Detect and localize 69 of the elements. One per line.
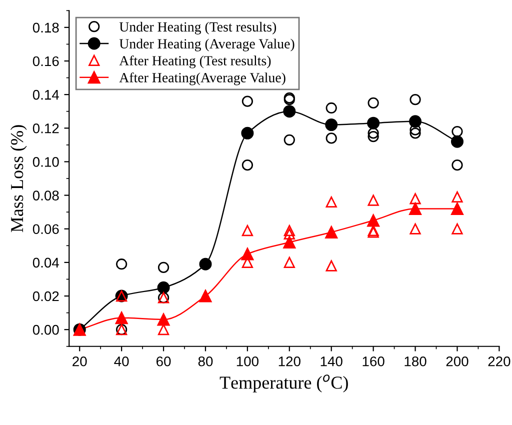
point (452, 191, 463, 203)
point (326, 132, 337, 144)
point (242, 160, 253, 171)
point (368, 97, 379, 109)
legend-label: Under Heating (Average Value) (119, 38, 294, 52)
point (368, 128, 379, 139)
point (410, 128, 421, 139)
point (326, 102, 337, 114)
x-tick-label: 200 (446, 356, 468, 366)
point (410, 223, 421, 234)
y-tick-label: 0.18 (32, 22, 59, 33)
x-tick-label: 20 (72, 356, 87, 366)
x-tick-label: 120 (278, 356, 300, 366)
point (325, 226, 338, 238)
point (115, 312, 128, 324)
x-tick-label: 140 (320, 356, 342, 366)
point (410, 193, 421, 204)
point (284, 224, 295, 236)
x-tick-label: 80 (198, 356, 213, 366)
point (157, 313, 170, 326)
point (452, 126, 463, 138)
y-tick-label: 0.02 (32, 291, 59, 302)
legend-label: After Heating (Test results) (119, 56, 271, 68)
y-tick-label: 0.10 (32, 157, 59, 167)
point (158, 324, 170, 336)
y-axis-title: Mass Loss (%) (10, 125, 27, 232)
x-tick-label: 40 (114, 356, 129, 366)
point (409, 202, 422, 215)
point (452, 160, 463, 171)
y-tick-label: 0.04 (32, 258, 59, 268)
point (284, 134, 295, 146)
point (157, 281, 170, 294)
y-tick-label: 0.16 (32, 56, 59, 66)
point (409, 115, 422, 128)
point (242, 224, 253, 236)
point (450, 135, 464, 148)
x-tick-label: 100 (236, 356, 258, 366)
point (368, 130, 379, 142)
point (284, 256, 295, 268)
point (241, 126, 254, 140)
point (283, 236, 296, 249)
point (284, 228, 295, 240)
point (452, 223, 463, 234)
x-tick-label: 220 (488, 356, 510, 366)
y-tick-label: 0.14 (32, 90, 59, 100)
point (450, 202, 464, 215)
point (242, 96, 253, 107)
x-axis-title: Temperature ($^{o}$C) (220, 374, 348, 392)
y-tick-label: 0.08 (32, 190, 59, 200)
y-tick-label: 0.00 (32, 324, 59, 335)
point (367, 116, 380, 130)
point (326, 260, 337, 272)
point (116, 258, 128, 270)
point (325, 118, 338, 132)
y-tick-label: 0.06 (32, 224, 59, 234)
legend-label: Under Heating (Test results) (119, 22, 276, 34)
x-tick-label: 160 (362, 356, 384, 366)
point (199, 290, 212, 302)
point (241, 248, 254, 260)
y-tick-label: 0.12 (32, 123, 59, 134)
x-tick-label: 180 (404, 356, 426, 366)
point (283, 105, 296, 118)
point (410, 94, 421, 106)
x-tick-label: 60 (156, 356, 171, 366)
point (368, 194, 379, 206)
point (367, 214, 380, 227)
point (326, 196, 337, 208)
legend-label: After Heating(Average Value) (119, 72, 286, 86)
point (158, 262, 170, 274)
